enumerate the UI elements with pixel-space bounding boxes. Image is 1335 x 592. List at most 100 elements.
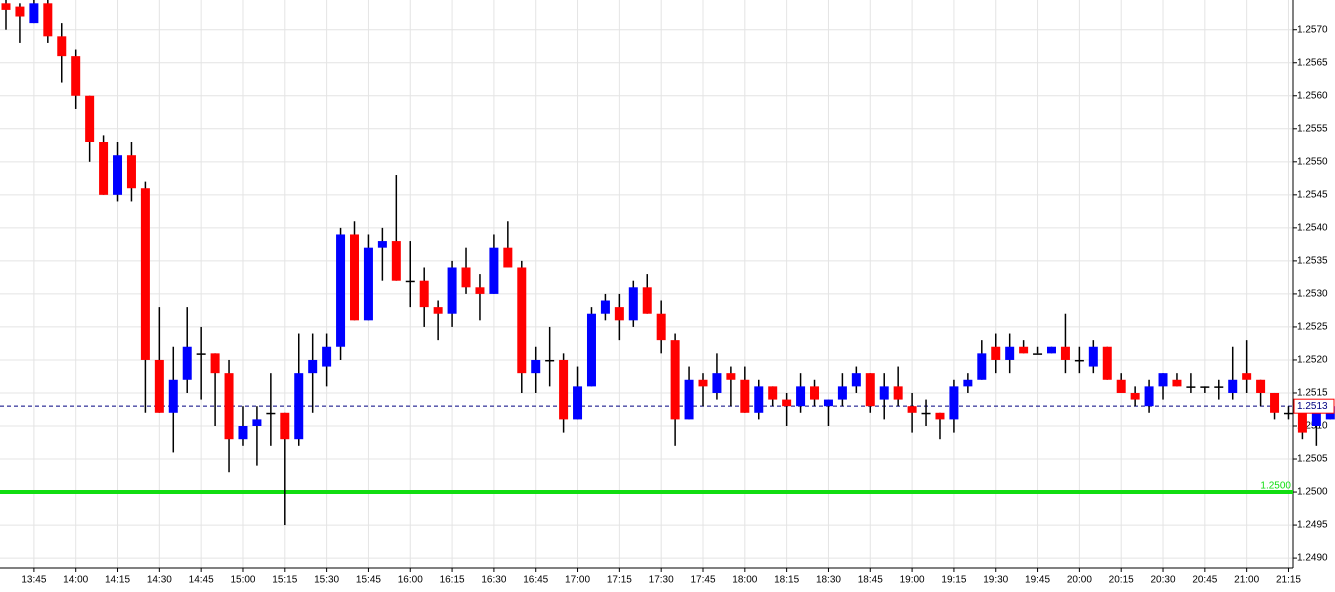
candle-body <box>1214 386 1224 388</box>
candle-body <box>531 359 541 374</box>
candle-body <box>573 386 583 420</box>
candle-body <box>977 353 987 380</box>
candle-body <box>810 386 820 400</box>
candle-body <box>99 142 109 195</box>
x-tick-label: 18:30 <box>816 575 841 586</box>
y-tick-label: 1.2545 <box>1297 189 1328 200</box>
candle-body <box>1256 379 1266 393</box>
candle-body <box>71 56 81 96</box>
y-tick-label: 1.2560 <box>1297 90 1328 101</box>
candle-body <box>893 386 903 400</box>
candle-body <box>43 3 53 37</box>
x-tick-label: 20:15 <box>1109 575 1134 586</box>
candle-body <box>1158 373 1168 387</box>
candle-body <box>503 247 513 268</box>
candle-body <box>600 300 610 314</box>
candle-body <box>1060 346 1070 360</box>
current-price-box <box>1293 398 1335 414</box>
candle-body <box>865 373 875 407</box>
candle-body <box>740 379 750 413</box>
candle-body <box>628 287 638 321</box>
x-tick-label: 15:15 <box>272 575 297 586</box>
candle-body <box>935 412 945 420</box>
candle-body <box>1297 412 1307 433</box>
x-tick-label: 19:45 <box>1025 575 1050 586</box>
y-tick-label: 1.2490 <box>1297 553 1328 564</box>
candle-body <box>1005 346 1015 360</box>
x-tick-label: 13:45 <box>21 575 46 586</box>
candle-body <box>851 373 861 387</box>
x-tick-label: 18:00 <box>732 575 757 586</box>
candle-body <box>684 379 694 420</box>
candle-body <box>224 373 234 440</box>
candle-body <box>517 267 527 374</box>
x-tick-label: 16:15 <box>440 575 465 586</box>
y-tick-label: 1.2565 <box>1297 57 1328 68</box>
candle-body <box>126 155 136 189</box>
x-tick-label: 15:00 <box>230 575 255 586</box>
candle-body <box>1283 412 1293 415</box>
x-tick-label: 16:00 <box>398 575 423 586</box>
candle-body <box>15 6 25 17</box>
x-tick-label: 20:30 <box>1151 575 1176 586</box>
y-tick-label: 1.2540 <box>1297 223 1328 234</box>
y-tick-label: 1.2525 <box>1297 322 1328 333</box>
candle-body <box>1019 346 1029 354</box>
y-tick-label: 1.2505 <box>1297 454 1328 465</box>
candle-body <box>419 280 429 308</box>
candle-body <box>1270 392 1280 413</box>
candle-body <box>921 412 931 415</box>
candle-body <box>823 399 833 407</box>
candle-body <box>377 241 387 248</box>
candle-body <box>1088 346 1098 367</box>
candle-body <box>461 267 471 288</box>
candle-body <box>294 373 304 440</box>
y-tick-label: 1.2520 <box>1297 355 1328 366</box>
candle-body <box>322 346 332 367</box>
current-price-label: 1.2513 <box>1297 401 1328 412</box>
x-tick-label: 21:15 <box>1276 575 1301 586</box>
y-tick-label: 1.2510 <box>1297 421 1328 432</box>
x-tick-label: 14:30 <box>147 575 172 586</box>
candle-body <box>140 188 150 360</box>
candle-body <box>433 307 443 314</box>
y-tick-label: 1.2500 <box>1297 487 1328 498</box>
x-tick-label: 14:45 <box>189 575 214 586</box>
candle-body <box>1033 353 1043 355</box>
candle-body <box>336 234 346 347</box>
y-tick-label: 1.2550 <box>1297 156 1328 167</box>
candle-body <box>991 346 1001 360</box>
y-tick-label: 1.2530 <box>1297 289 1328 300</box>
candle-body <box>837 386 847 400</box>
candle-body <box>1311 412 1321 426</box>
x-tick-label: 17:45 <box>690 575 715 586</box>
x-tick-label: 19:15 <box>941 575 966 586</box>
candle-body <box>1116 379 1126 393</box>
x-tick-label: 21:00 <box>1234 575 1259 586</box>
y-tick-label: 1.2570 <box>1297 24 1328 35</box>
candle-body <box>1200 386 1210 388</box>
candle-body <box>154 359 164 413</box>
candle-body <box>963 379 973 387</box>
candle-body <box>879 386 889 400</box>
candle-body <box>545 359 555 362</box>
x-tick-label: 16:45 <box>523 575 548 586</box>
candle-body <box>363 247 373 321</box>
candle-body <box>642 287 652 314</box>
candle-body <box>113 155 123 195</box>
candle-body <box>796 386 806 407</box>
candle-body <box>726 373 736 380</box>
candle-body <box>949 386 959 420</box>
x-tick-label: 20:45 <box>1192 575 1217 586</box>
candle-body <box>182 346 192 380</box>
candle-body <box>238 426 248 440</box>
candle-body <box>210 353 220 374</box>
candle-body <box>1144 386 1154 407</box>
candle-body <box>586 313 596 387</box>
candle-body <box>350 234 359 321</box>
candle-body <box>447 267 457 314</box>
candle-body <box>698 379 708 387</box>
candle-body <box>168 379 178 413</box>
y-tick-label: 1.2555 <box>1297 123 1328 134</box>
